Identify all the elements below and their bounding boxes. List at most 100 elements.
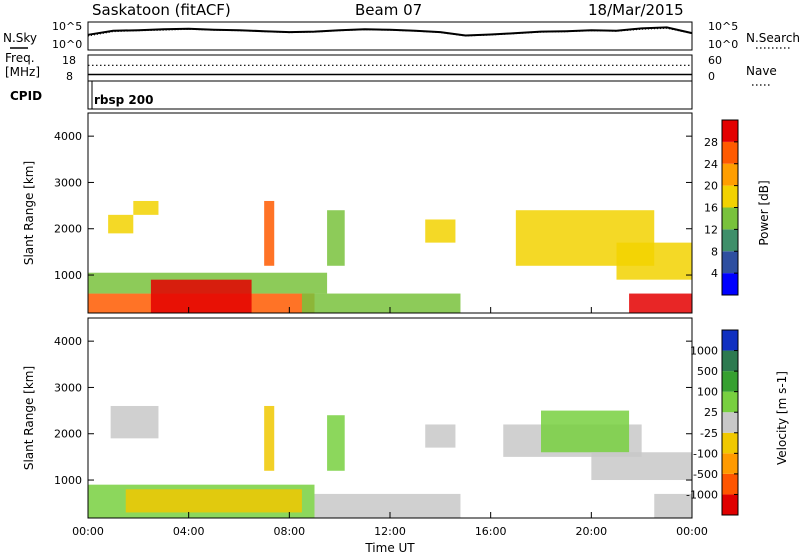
velocity-data-region <box>425 424 456 448</box>
power-data-region <box>616 242 692 280</box>
noise-right-label: N.Search <box>746 31 800 45</box>
power-data-region <box>133 200 159 215</box>
velocity-colorbar-color-block <box>722 350 738 372</box>
x-axis-label: Time UT <box>364 541 415 554</box>
power-y-tick-label: 3000 <box>54 176 82 189</box>
power-y-axis-label: Slant Range [km] <box>22 161 36 265</box>
velocity-colorbar-color-block <box>722 473 738 495</box>
power-colorbar-color-block <box>722 120 738 142</box>
power-data-region <box>327 210 345 266</box>
power-data-region <box>629 293 692 313</box>
power-colorbar: 4 8 12 16 20 24 28 <box>704 119 739 296</box>
velocity-colorbar: -1000 -500 -100 -25 25 100 500 1000 <box>686 329 739 516</box>
velocity-colorbar-frame <box>721 329 739 516</box>
velocity-y-tick-label: 1000 <box>54 474 82 487</box>
velocity-colorbar-tick-label: 1000 <box>690 345 718 358</box>
frequency-panel-frame <box>87 54 693 82</box>
noise-left-tick-bottom: 10^0 <box>52 38 82 51</box>
power-colorbar-color-block <box>722 251 738 274</box>
power-panel: 1000 2000 3000 4000 Slant Range [km] 4 8 12 16… <box>22 112 771 314</box>
velocity-y-tick-label: 3000 <box>54 381 82 394</box>
beam-title: Beam 07 <box>355 1 422 19</box>
power-colorbar-tick-label: 20 <box>704 180 718 193</box>
velocity-data-region <box>541 410 630 453</box>
velocity-data-region <box>591 452 692 481</box>
velocity-data-region <box>314 493 461 518</box>
x-tick-label: 20:00 <box>575 525 607 538</box>
nave-tick-bottom: 0 <box>708 70 715 83</box>
velocity-colorbar-tick-label: 25 <box>704 406 718 419</box>
cpid-panel: CPID rbsp 200 <box>10 80 693 110</box>
velocity-data-region <box>125 489 302 513</box>
nave-tick-top: 60 <box>708 54 722 67</box>
power-y-tick-label: 2000 <box>54 223 82 236</box>
velocity-colorbar-tick-label: 500 <box>697 365 718 378</box>
velocity-data-region <box>654 493 692 518</box>
velocity-colorbar-tick-label: -500 <box>693 468 718 481</box>
power-colorbar-tick-label: 24 <box>704 158 718 171</box>
x-tick-label: 12:00 <box>374 525 406 538</box>
x-tick-label: 00:00 <box>676 525 708 538</box>
x-tick-label: 16:00 <box>475 525 507 538</box>
velocity-colorbar-label: Velocity [m s-1] <box>775 371 789 465</box>
velocity-x-ticks: 00:00 04:00 08:00 12:00 16:00 20:00 00:00 <box>72 307 708 538</box>
power-colorbar-tick-label: 16 <box>704 202 718 215</box>
cpid-label: CPID <box>10 89 42 103</box>
x-tick-label: 00:00 <box>72 525 104 538</box>
nave-label: Nave <box>746 64 777 78</box>
power-data-region <box>264 200 275 266</box>
velocity-colorbar-color-block <box>722 432 738 454</box>
velocity-colorbar-color-block <box>722 330 738 351</box>
noise-right-tick-top: 10^5 <box>708 20 738 33</box>
velocity-colorbar-color-block <box>722 412 738 433</box>
noise-panel: N.Sky 10^5 10^0 10^5 10^0 N.Search <box>3 20 800 51</box>
noise-left-tick-top: 10^5 <box>52 20 82 33</box>
noise-search-series <box>87 27 693 37</box>
power-y-tick-label: 1000 <box>54 269 82 282</box>
velocity-y-tick-label: 2000 <box>54 428 82 441</box>
power-colorbar-tick-label: 28 <box>704 136 718 149</box>
power-data-region <box>301 293 461 313</box>
power-data-cells <box>88 200 692 313</box>
velocity-colorbar-color-block <box>722 371 738 392</box>
power-colorbar-tick-label: 12 <box>704 223 718 236</box>
velocity-y-ticks: 1000 2000 3000 4000 <box>54 335 692 487</box>
noise-right-tick-bottom: 10^0 <box>708 38 738 51</box>
velocity-colorbar-color-block <box>722 494 738 515</box>
power-data-region <box>108 214 134 234</box>
x-tick-label: 04:00 <box>173 525 205 538</box>
power-colorbar-color-block <box>722 185 738 208</box>
power-colorbar-color-block <box>722 207 738 230</box>
velocity-y-tick-label: 4000 <box>54 335 82 348</box>
frequency-label: Freq. <box>5 51 35 65</box>
velocity-data-region <box>327 415 345 471</box>
power-y-ticks: 1000 2000 3000 4000 <box>54 130 692 282</box>
power-colorbar-tick-label: 4 <box>711 267 718 280</box>
station-title: Saskatoon (fitACF) <box>92 1 231 19</box>
power-data-region <box>425 219 456 243</box>
power-colorbar-color-block <box>722 273 738 295</box>
frequency-panel: Freq. [MHz] 18 8 60 0 Nave <box>5 51 777 86</box>
noise-panel-frame <box>87 21 693 51</box>
power-colorbar-color-block <box>722 163 738 186</box>
x-tick-label: 08:00 <box>273 525 305 538</box>
frequency-tick-bottom: 8 <box>66 70 73 83</box>
velocity-colorbar-tick-label: -100 <box>693 447 718 460</box>
power-colorbar-label: Power [dB] <box>757 180 771 245</box>
power-y-tick-label: 4000 <box>54 130 82 143</box>
velocity-data-region <box>264 405 275 471</box>
frequency-unit: [MHz] <box>5 65 40 79</box>
velocity-colorbar-color-block <box>722 453 738 474</box>
power-colorbar-color-block <box>722 141 738 164</box>
velocity-y-axis-label: Slant Range [km] <box>22 366 36 470</box>
cpid-value: rbsp 200 <box>94 93 153 107</box>
frequency-tick-top: 18 <box>62 54 76 67</box>
velocity-data-region <box>110 405 159 439</box>
date-title: 18/Mar/2015 <box>588 1 684 19</box>
velocity-data-cells <box>88 405 692 518</box>
power-colorbar-tick-label: 8 <box>711 245 718 258</box>
velocity-colorbar-tick-label: 100 <box>697 386 718 399</box>
velocity-colorbar-color-block <box>722 391 738 413</box>
